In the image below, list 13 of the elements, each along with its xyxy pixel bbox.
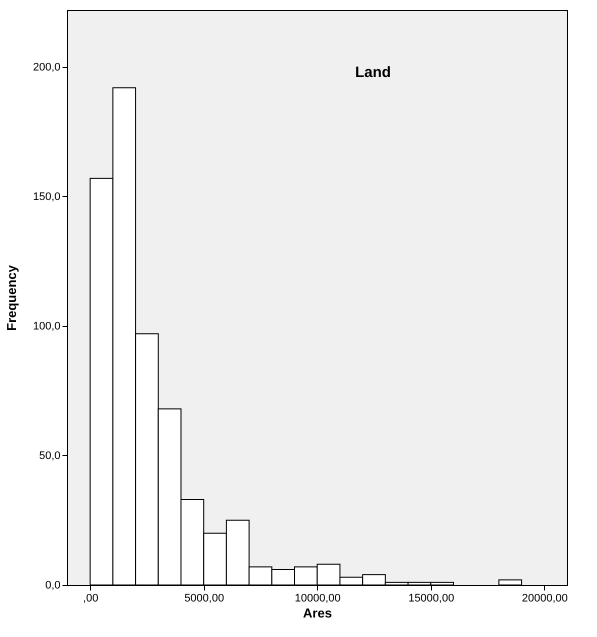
x-tick-label: 5000,00 (184, 592, 224, 604)
text: Land (355, 64, 391, 81)
x-tick-label: 20000,00 (522, 592, 568, 604)
x-tick-label: ,00 (83, 592, 98, 604)
y-tick-label: 100,0 (32, 320, 60, 332)
y-tick-label: 200,0 (32, 61, 60, 74)
x-tick-label: 15000,00 (408, 592, 454, 604)
y-tick-label: 50,0 (39, 450, 60, 462)
y-axis-title: Frequency (4, 264, 19, 331)
x-tick-label: 10000,00 (294, 592, 341, 604)
y-tick-label: 0,0 (45, 580, 60, 592)
y-tick-label: 150,0 (32, 190, 60, 203)
x-axis-title: Ares (303, 606, 332, 620)
